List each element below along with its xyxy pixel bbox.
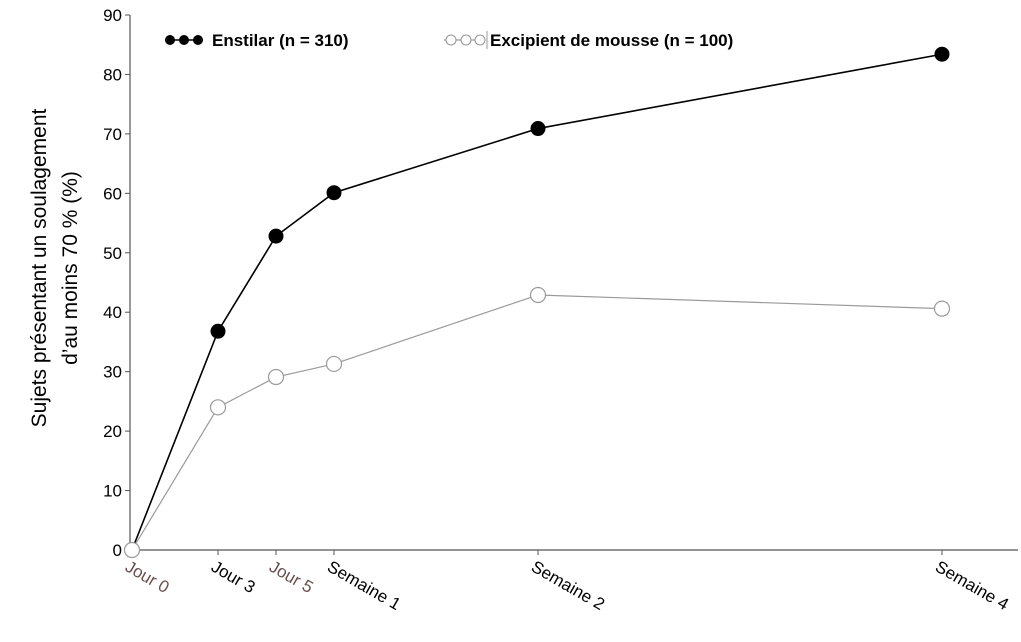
series-excipient: [123, 286, 951, 559]
data-point: [210, 323, 226, 339]
axes: [129, 15, 1018, 551]
x-tick-label: Jour 0: [122, 557, 172, 597]
x-tick-label: Jour 5: [266, 557, 316, 597]
series-layer: [123, 46, 951, 559]
data-point: [268, 228, 284, 244]
y-tick-label: 50: [103, 244, 122, 263]
y-axis-title-line1: Sujets présentant un soulagement: [28, 108, 51, 427]
data-point: [325, 355, 343, 373]
legend: Enstilar (n = 310) Excipient de mousse (n…: [165, 31, 733, 50]
data-point: [326, 185, 342, 201]
y-tick-label: 20: [103, 422, 122, 441]
y-tick-label: 0: [113, 541, 122, 560]
y-tick-label: 30: [103, 363, 122, 382]
legend-marker: [460, 34, 472, 46]
data-point: [123, 541, 141, 559]
legend-marker: [445, 34, 457, 46]
data-point: [267, 368, 285, 386]
y-tick-label: 90: [103, 6, 122, 25]
x-tick-label: Semaine 1: [324, 557, 404, 614]
data-point: [529, 286, 547, 304]
y-tick-label: 10: [103, 482, 122, 501]
y-ticks: 0 10 20 30 40 50 60 70 80 90: [103, 6, 130, 560]
y-axis-title: Sujets présentant un soulagement d’au mo…: [28, 108, 82, 427]
series-line: [131, 53, 943, 551]
legend-item-excipient: Excipient de mousse (n = 100): [444, 31, 733, 50]
x-tick-label: Jour 3: [208, 557, 258, 597]
y-tick-label: 40: [103, 303, 122, 322]
data-point: [933, 300, 951, 317]
y-tick-label: 60: [103, 184, 122, 203]
x-ticks: Jour 0 Jour 3 Jour 5 Semaine 1 Semaine 2 Sema…: [122, 550, 1012, 614]
data-point: [530, 121, 546, 137]
x-tick-label: Semaine 4: [932, 557, 1012, 614]
legend-label: Enstilar (n = 310): [212, 31, 349, 50]
legend-label: Excipient de mousse (n = 100): [490, 31, 733, 50]
y-tick-label: 70: [103, 125, 122, 144]
y-tick-label: 80: [103, 65, 122, 84]
data-point: [209, 399, 227, 416]
legend-item-enstilar: Enstilar (n = 310): [165, 31, 349, 50]
legend-marker: [474, 34, 486, 46]
y-axis-title-line2: d’au moins 70 % (%): [59, 171, 82, 365]
data-point: [934, 46, 950, 62]
x-tick-label: Semaine 2: [528, 557, 608, 614]
series-line: [131, 294, 943, 551]
